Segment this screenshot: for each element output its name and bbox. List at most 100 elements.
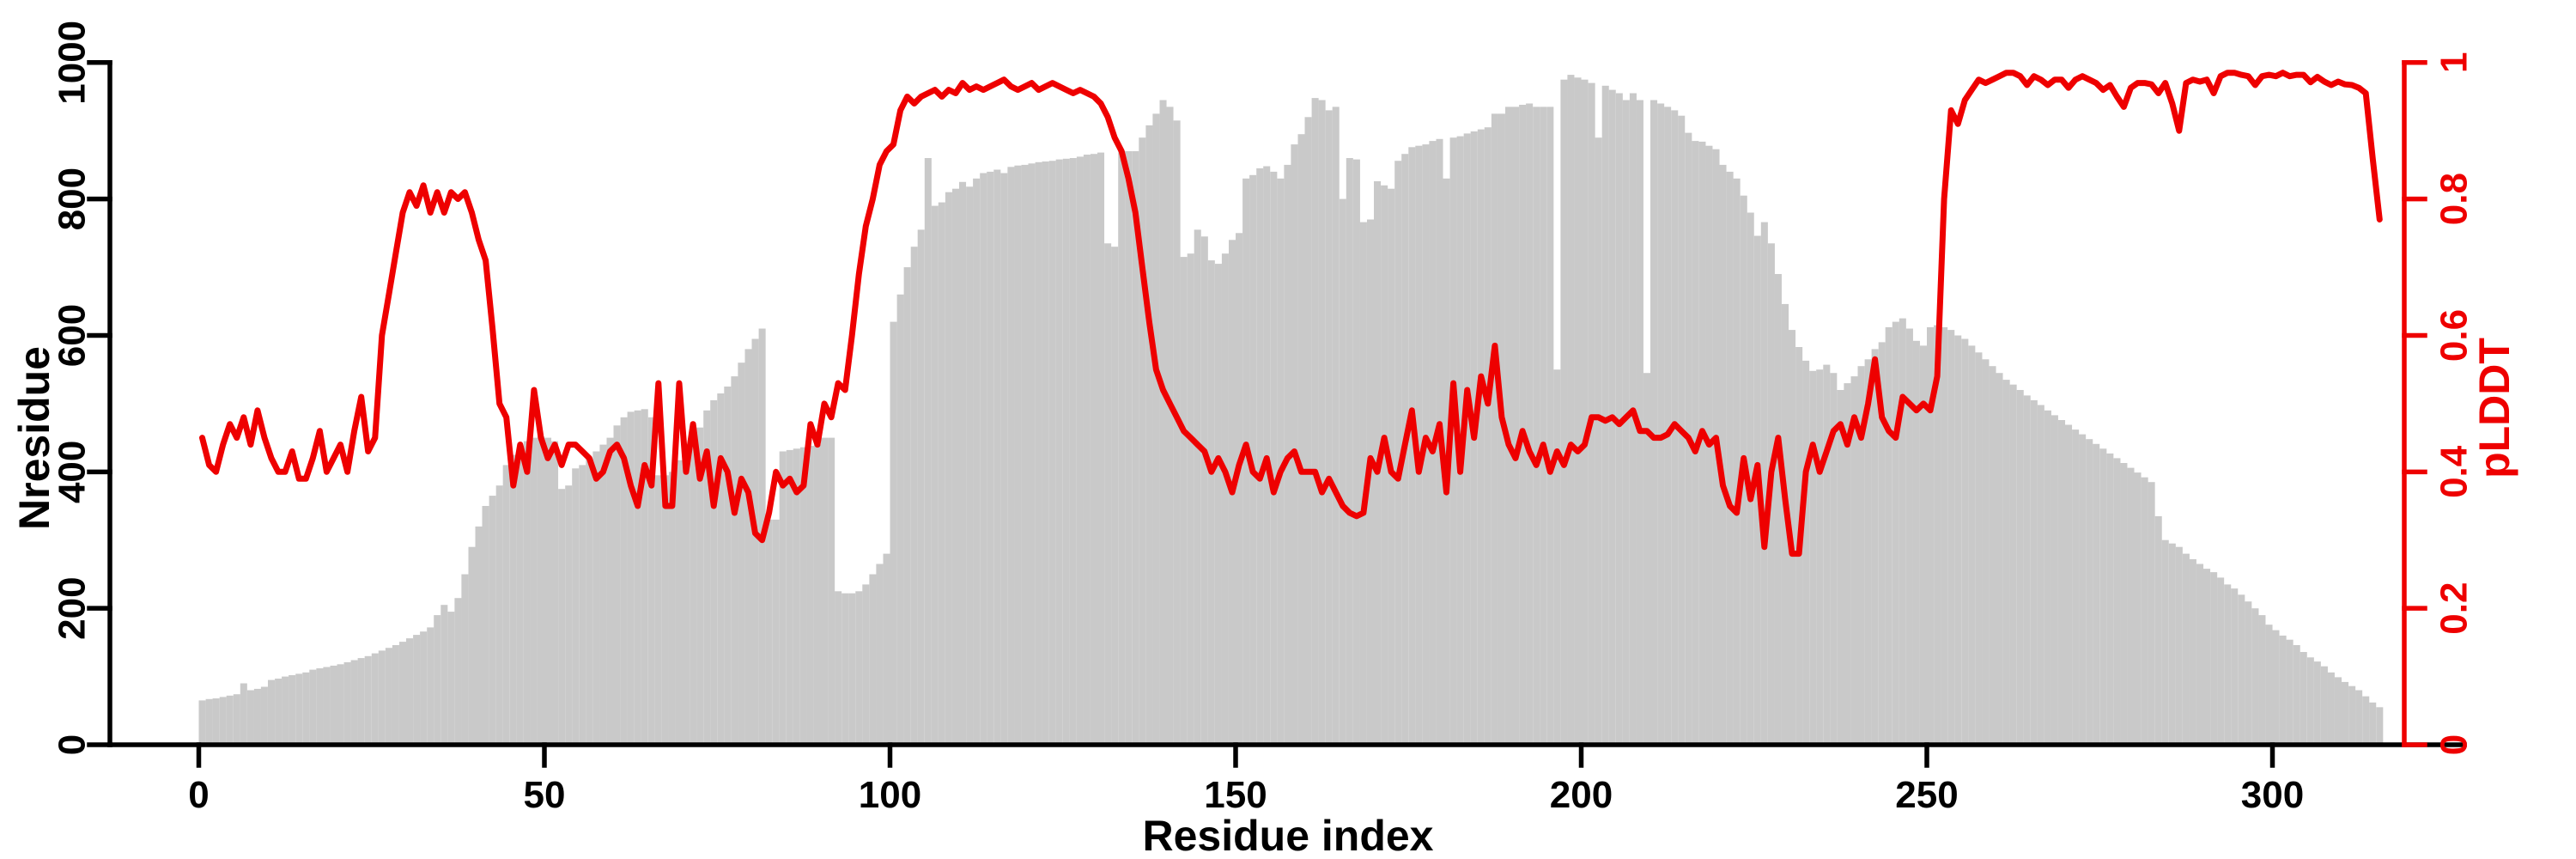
nresidue-bar	[295, 673, 303, 745]
nresidue-bar	[316, 668, 324, 745]
y-left-tick-label: 1000	[52, 21, 94, 105]
nresidue-bar	[2072, 430, 2080, 745]
nresidue-bar	[1968, 345, 1976, 745]
nresidue-bar	[544, 437, 552, 745]
nresidue-bar	[1139, 137, 1146, 745]
nresidue-bar	[883, 553, 890, 745]
nresidue-bar	[579, 465, 586, 745]
y-left-tick-label: 200	[52, 576, 94, 639]
nresidue-bar	[1622, 100, 1630, 745]
nresidue-bar	[2030, 399, 2038, 745]
nresidue-bar	[1359, 222, 1367, 746]
nresidue-bar	[1091, 154, 1098, 745]
nresidue-bar	[2348, 685, 2356, 745]
nresidue-bar	[931, 205, 939, 746]
nresidue-bar	[2355, 690, 2363, 745]
nresidue-bar	[1567, 75, 1575, 746]
nresidue-bar	[1152, 113, 1160, 745]
nresidue-bar	[855, 591, 863, 745]
nresidue-bar	[364, 655, 372, 745]
nresidue-bar	[392, 645, 399, 745]
nresidue-bar	[1463, 133, 1471, 745]
nresidue-bar	[1277, 178, 1285, 746]
nresidue-bar	[2376, 707, 2384, 745]
nresidue-bar	[592, 451, 600, 745]
nresidue-bar	[731, 376, 738, 745]
nresidue-bar	[1733, 178, 1741, 746]
nresidue-bar	[1180, 257, 1188, 746]
nresidue-bar	[717, 393, 725, 745]
nresidue-bar	[696, 427, 704, 745]
nresidue-bar	[2182, 553, 2190, 745]
nresidue-bar	[246, 690, 254, 745]
nresidue-bar	[1083, 155, 1091, 745]
nresidue-bar	[337, 664, 344, 745]
nresidue-bar	[323, 667, 331, 745]
nresidue-bar	[2210, 572, 2218, 745]
nresidue-bar	[627, 411, 635, 745]
nresidue-bar	[751, 338, 759, 745]
x-tick-label: 250	[1895, 774, 1958, 816]
nresidue-bar	[1332, 107, 1340, 745]
nresidue-bar	[1996, 373, 2003, 745]
nresidue-bar	[2313, 661, 2321, 745]
nresidue-bar	[1014, 165, 1022, 745]
nresidue-bar	[938, 202, 945, 746]
nresidue-bar	[1719, 164, 1727, 745]
nresidue-bar	[1408, 147, 1416, 746]
y-left-tick-label: 400	[52, 441, 94, 503]
nresidue-bar	[1505, 107, 1513, 745]
y-left-tick-label: 0	[52, 734, 94, 755]
nresidue-bar	[2342, 681, 2349, 745]
nresidue-bar	[799, 447, 807, 745]
nresidue-bar	[772, 519, 780, 745]
nresidue-bar	[2362, 696, 2370, 745]
nresidue-bar	[835, 591, 842, 745]
nresidue-bar	[1484, 127, 1492, 745]
nresidue-bar	[2023, 395, 2031, 745]
y-axis-right-title: pLDDT	[2470, 338, 2518, 478]
nresidue-bar	[2106, 453, 2114, 745]
nresidue-bar	[289, 675, 296, 745]
nresidue-bar	[2327, 672, 2335, 745]
nresidue-bar	[924, 158, 932, 745]
nresidue-bar	[1035, 161, 1042, 746]
nresidue-bar	[1878, 342, 1886, 745]
nresidue-bar	[676, 460, 683, 745]
nresidue-bar	[2037, 405, 2044, 745]
nresidue-bar	[2189, 559, 2196, 745]
nresidue-bar	[1055, 159, 1063, 746]
nresidue-bar	[1311, 98, 1319, 746]
nresidue-bar	[427, 627, 434, 745]
nresidue-bar	[1339, 198, 1346, 746]
nresidue-bar	[765, 519, 773, 745]
nresidue-bar	[586, 458, 593, 745]
nresidue-bar	[1166, 107, 1174, 745]
nresidue-bar	[2272, 630, 2280, 745]
nresidue-bar	[302, 672, 310, 745]
nresidue-bar	[917, 229, 925, 745]
nresidue-bar	[1726, 171, 1734, 745]
nresidue-bar	[2245, 601, 2252, 745]
x-tick-label: 150	[1204, 774, 1267, 816]
nresidue-bar	[226, 695, 234, 745]
y-left-tick-label: 600	[52, 304, 94, 367]
nresidue-bar	[1048, 161, 1056, 745]
nresidue-bar	[1173, 120, 1181, 746]
nresidue-bar	[1214, 264, 1222, 746]
nresidue-bar	[2079, 434, 2087, 745]
nresidue-bar	[551, 441, 559, 745]
nresidue-bar	[309, 669, 317, 745]
nresidue-bar	[1747, 212, 1754, 745]
nresidue-bar	[2058, 420, 2066, 745]
nresidue-bar	[420, 631, 428, 745]
nresidue-bar	[1145, 125, 1153, 745]
nresidue-bar	[862, 584, 870, 745]
nresidue-bar	[406, 638, 414, 745]
nresidue-bar	[2196, 564, 2204, 745]
nresidue-bar	[502, 465, 510, 745]
nresidue-bar	[952, 188, 960, 745]
nresidue-bar	[690, 437, 697, 745]
